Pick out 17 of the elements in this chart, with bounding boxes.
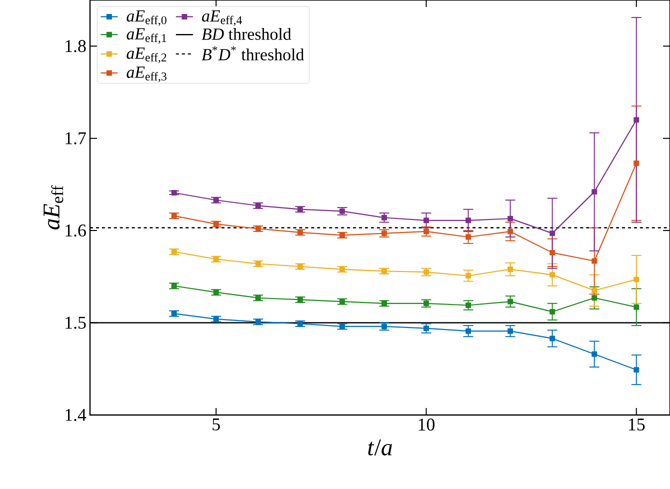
legend-label: BD threshold xyxy=(202,28,292,40)
y-tick-label: 1.5 xyxy=(66,316,86,329)
legend-label: B$^{*}$D$^{*}$ threshold xyxy=(202,46,304,60)
y-tick-label: 1.7 xyxy=(66,132,86,144)
x-axis-title: t/a xyxy=(368,439,392,456)
legend-label: aE$_{eff,4}$ xyxy=(202,10,242,26)
legend-label: aE$_{eff,1}$ xyxy=(126,28,166,44)
legend-label: aE$_{eff,2}$ xyxy=(126,48,166,64)
y-tick-label: 1.6 xyxy=(66,224,86,237)
x-tick-label: 5 xyxy=(212,418,220,430)
x-tick-label: 15 xyxy=(628,418,645,431)
x-tick-label: 10 xyxy=(418,418,435,431)
legend-label: aE$_{eff,0}$ xyxy=(126,10,166,26)
legend-label: aE$_{eff,3}$ xyxy=(126,66,166,82)
y-tick-label: 1.4 xyxy=(66,408,86,422)
y-tick-label: 1.8 xyxy=(66,40,86,52)
y-axis-title: aE$_{eff}$ xyxy=(44,185,64,230)
